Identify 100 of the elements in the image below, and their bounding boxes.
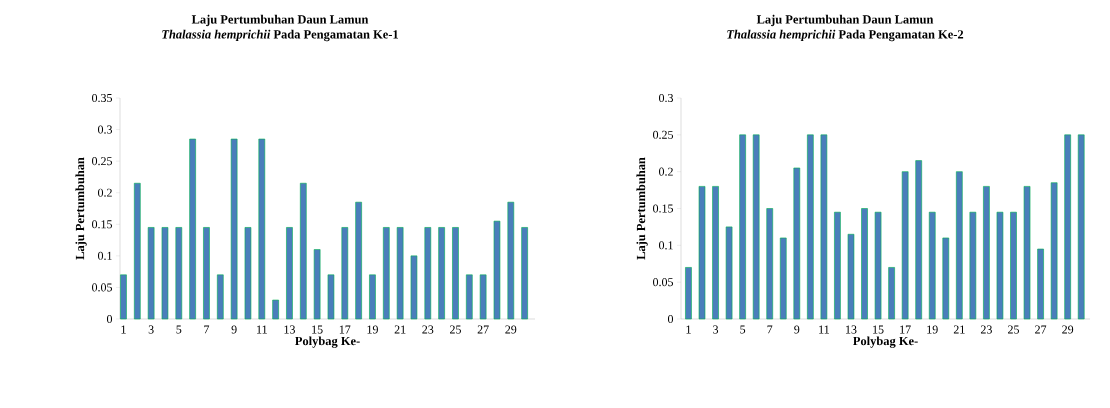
x-tick-label: 29 — [1062, 325, 1074, 334]
y-tick-label: 0.3 — [659, 93, 674, 103]
x-tick-label: 5 — [740, 325, 746, 334]
x-tick-label: 1 — [686, 325, 691, 334]
bar — [1064, 134, 1071, 320]
x-tick-label: 1 — [121, 325, 126, 334]
x-tick-label: 11 — [257, 325, 267, 334]
x-tick-label: 23 — [422, 325, 434, 334]
bar — [424, 227, 432, 320]
bar — [874, 211, 882, 320]
x-tick-label: 23 — [980, 325, 992, 334]
bar — [901, 171, 909, 320]
bar — [1050, 182, 1058, 320]
x-tick-label: 15 — [312, 325, 323, 334]
bar — [203, 227, 210, 320]
x-tick-label: 17 — [339, 325, 351, 334]
y-tick-label: 0.05 — [653, 278, 674, 287]
bar — [752, 134, 760, 320]
bar — [272, 299, 279, 320]
bar — [888, 267, 895, 320]
x-tick-label: 5 — [176, 325, 182, 334]
bar — [147, 227, 155, 320]
bar — [1010, 211, 1017, 320]
x-tick-label: 3 — [148, 325, 154, 334]
bar — [493, 220, 501, 320]
bar — [969, 211, 977, 320]
y-tick-label: 0.25 — [92, 157, 113, 166]
bar — [244, 227, 252, 320]
bar — [807, 134, 814, 320]
x-tick-label: 27 — [1035, 325, 1047, 334]
bar — [834, 211, 841, 320]
bar — [1077, 134, 1085, 320]
bar — [996, 211, 1004, 320]
bar — [915, 160, 922, 320]
bar — [712, 186, 719, 320]
bar — [230, 138, 238, 320]
x-tick-label: 11 — [819, 325, 829, 334]
bar — [134, 182, 141, 320]
bar — [779, 237, 787, 320]
bar — [861, 208, 868, 320]
x-tick-label: 9 — [794, 325, 800, 334]
x-tick-label: 27 — [477, 325, 489, 334]
chart-title: Laju Pertumbuhan Daun Lamun — [756, 14, 934, 27]
bar — [928, 211, 936, 320]
x-axis-title: Polybag Ke- — [295, 336, 360, 348]
y-tick-label: 0.1 — [98, 251, 112, 260]
bar — [258, 138, 266, 320]
bar — [847, 233, 855, 320]
bar — [189, 138, 196, 320]
x-tick-label: 13 — [846, 325, 857, 334]
bar — [956, 171, 963, 320]
y-tick-label: 0.25 — [653, 130, 674, 139]
y-tick-label: 0.05 — [92, 283, 113, 292]
y-tick-label: 0.2 — [98, 188, 112, 197]
bar — [286, 227, 293, 320]
x-tick-label: 9 — [231, 325, 237, 334]
chart-subtitle: Thalassia hemprichii Pada Pengamatan Ke-1 — [162, 29, 398, 42]
y-axis-title: Laju Pertumbuhan — [75, 157, 87, 260]
bar — [1023, 186, 1031, 320]
x-tick-label: 15 — [873, 325, 884, 334]
bar — [466, 274, 473, 320]
x-tick-label: 13 — [284, 325, 295, 334]
y-tick-label: 0.35 — [92, 93, 113, 103]
bar — [313, 249, 321, 320]
bar — [983, 186, 990, 320]
x-tick-label: 19 — [367, 325, 378, 334]
x-tick-label: 7 — [767, 325, 773, 334]
y-axis-title: Laju Pertumbuhan — [636, 157, 648, 260]
bar — [793, 167, 801, 320]
x-tick-label: 21 — [394, 325, 406, 334]
bar — [438, 227, 445, 320]
bar — [369, 274, 376, 320]
bar — [341, 227, 349, 320]
bar — [452, 227, 459, 320]
bar — [507, 201, 515, 320]
bar — [698, 186, 706, 320]
y-tick-label: 0 — [106, 314, 113, 324]
y-tick-label: 0 — [667, 314, 674, 324]
bar — [410, 255, 418, 320]
x-tick-label: 29 — [505, 325, 517, 334]
bar — [685, 267, 692, 320]
bar — [820, 134, 828, 320]
bar — [521, 227, 528, 320]
y-tick-label: 0.3 — [98, 125, 113, 134]
bar — [120, 274, 127, 320]
bar — [383, 227, 390, 320]
x-tick-label: 19 — [927, 325, 938, 334]
bar — [355, 201, 362, 320]
bar — [479, 274, 487, 320]
chart-title: Laju Pertumbuhan Daun Lamun — [191, 14, 369, 27]
y-tick-label: 0.15 — [92, 220, 113, 229]
y-tick-label: 0.15 — [653, 204, 674, 213]
chart-subtitle: Thalassia hemprichii Pada Pengamatan Ke-2 — [727, 29, 964, 42]
bar — [300, 182, 307, 320]
bar — [161, 227, 169, 320]
bar — [942, 237, 950, 320]
x-tick-label: 25 — [450, 325, 461, 334]
x-tick-label: 25 — [1008, 325, 1020, 334]
x-tick-label: 7 — [204, 325, 210, 334]
x-axis-title: Polybag Ke- — [853, 336, 918, 348]
